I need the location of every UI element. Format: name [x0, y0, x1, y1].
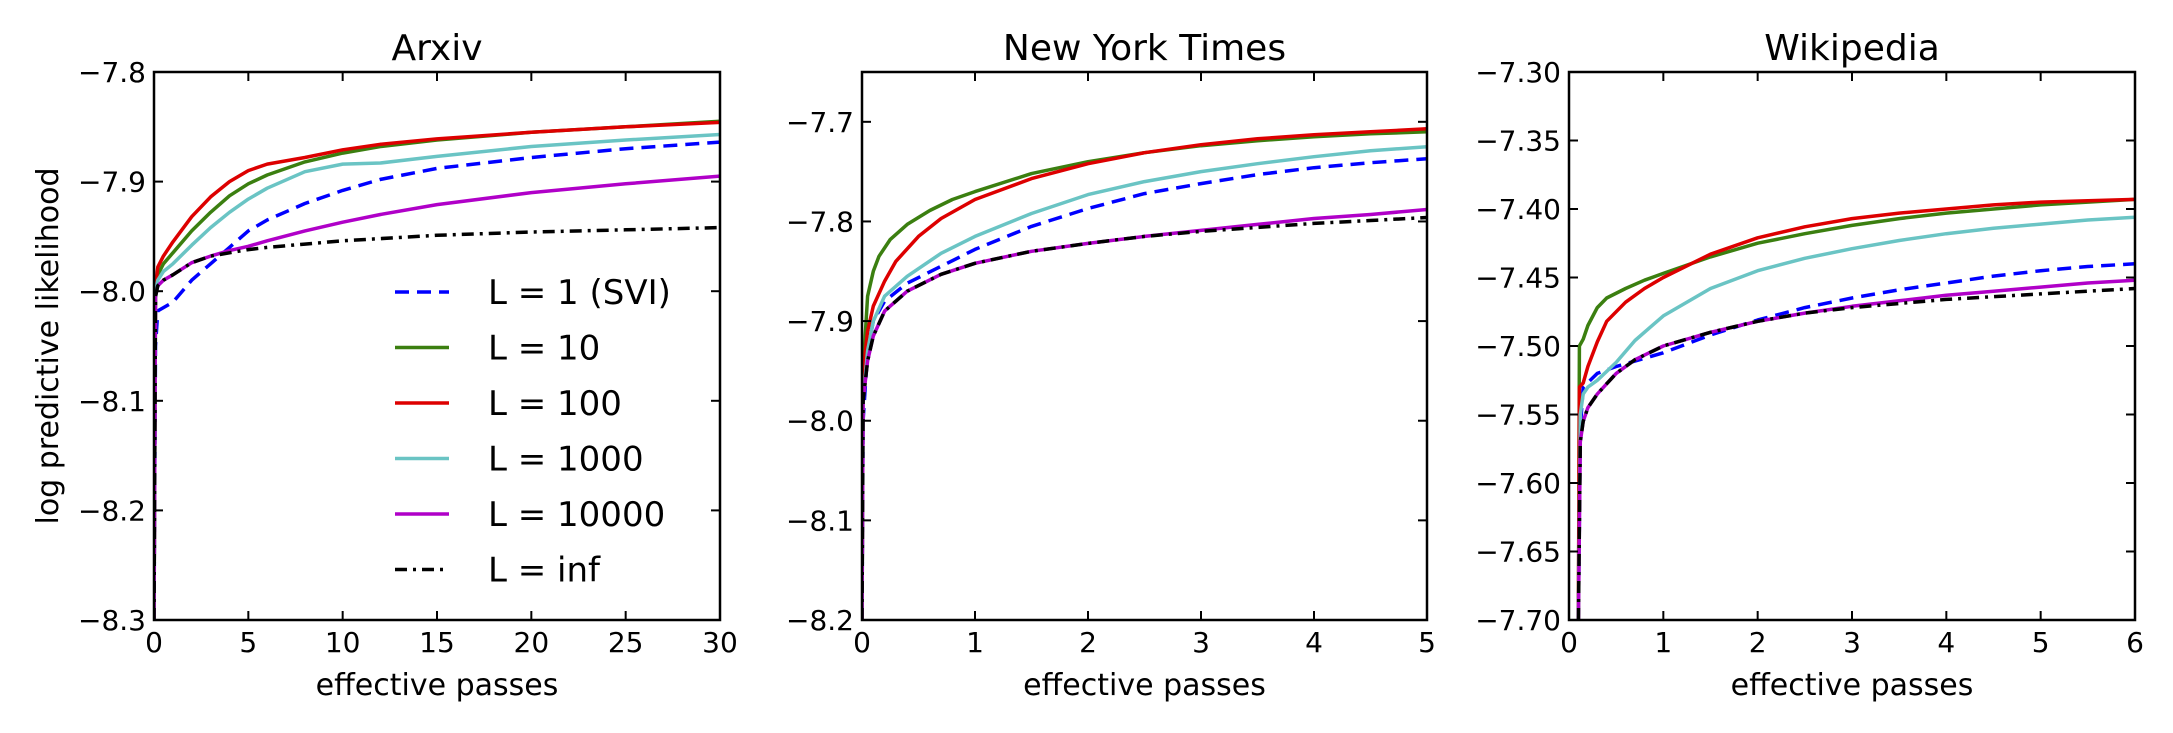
- x-tick-label: 0: [145, 626, 163, 659]
- panel-title: New York Times: [1003, 28, 1286, 69]
- y-tick-label: −8.1: [78, 385, 146, 418]
- series-line-2: [1576, 197, 2135, 620]
- x-tick-label: 3: [1192, 626, 1210, 659]
- legend-label-5: L = 10000: [488, 495, 665, 535]
- x-tick-label: 2: [1079, 626, 1097, 659]
- x-tick-label: 1: [966, 626, 984, 659]
- x-tick-label: 15: [419, 626, 455, 659]
- y-tick-label: −7.70: [1475, 604, 1561, 637]
- legend-label-1: L = 1 (SVI): [488, 273, 671, 313]
- series-line-6: [1576, 286, 2135, 620]
- x-axis-label: effective passes: [1023, 668, 1266, 703]
- panel-1: 0 5 10 15 20 25 30 −8.3 −8.2 −8.1 −8.0 −7.9 −7.8 Arxi…: [31, 28, 738, 703]
- legend: L = 1 (SVI) L = 10 L = 100 L = 1000 L = 1000…: [395, 273, 671, 591]
- x-tick-label: 2: [1749, 626, 1767, 659]
- y-tick-label: −7.50: [1475, 330, 1561, 363]
- y-tick-label: −8.1: [786, 504, 854, 537]
- y-tick-label: −7.35: [1475, 125, 1561, 158]
- series-line-4: [154, 132, 720, 620]
- legend-label-6: L = inf: [488, 551, 601, 591]
- y-tick-label: −7.55: [1475, 399, 1561, 432]
- plot-frame: [860, 70, 1429, 622]
- y-tick-label: −7.9: [786, 305, 854, 338]
- y-tick-label: −7.30: [1475, 56, 1561, 89]
- series-line-3: [1576, 197, 2135, 620]
- y-tick-label: −8.0: [78, 275, 146, 308]
- series-line-1: [1576, 262, 2135, 620]
- series-line-6: [154, 225, 720, 620]
- series-line-1: [862, 156, 1427, 620]
- x-tick-label: 3: [1843, 626, 1861, 659]
- y-tick-label: −8.0: [786, 405, 854, 438]
- x-axis-label: effective passes: [1731, 668, 1974, 703]
- x-tick-label: 6: [2126, 626, 2144, 659]
- legend-label-4: L = 1000: [488, 440, 644, 480]
- legend-label-3: L = 100: [488, 384, 622, 424]
- y-tick-label: −7.8: [78, 56, 146, 89]
- x-tick-label: 1: [1654, 626, 1672, 659]
- y-tick-label: −7.7: [786, 106, 854, 139]
- x-tick-label: 5: [2032, 626, 2050, 659]
- x-axis-label: effective passes: [316, 668, 559, 703]
- y-tick-label: −7.45: [1475, 262, 1561, 295]
- y-tick-label: −7.9: [78, 166, 146, 199]
- x-tick-label: 10: [325, 626, 361, 659]
- y-tick-label: −7.60: [1475, 467, 1561, 500]
- panel-3: 0 1 2 3 4 5 6 −7.70 −7.65 −7.60 −7.55 −7.50 −7.45 −7.…: [1475, 28, 2144, 703]
- y-tick-label: −8.2: [786, 604, 854, 637]
- x-tick-label: 0: [1560, 626, 1578, 659]
- x-tick-label: 25: [608, 626, 644, 659]
- panel-2: 0 1 2 3 4 5 −8.2 −8.1 −8.0 −7.9 −7.8 −7.7 New York T…: [786, 28, 1436, 703]
- x-tick-label: 30: [702, 626, 738, 659]
- series-line-5: [154, 174, 720, 620]
- panel-title: Arxiv: [391, 28, 482, 69]
- y-tick-label: −7.40: [1475, 193, 1561, 226]
- series-line-3: [154, 120, 720, 620]
- series-line-4: [862, 144, 1427, 620]
- x-tick-label: 20: [514, 626, 550, 659]
- x-tick-label: 5: [1418, 626, 1436, 659]
- series-line-6: [862, 215, 1427, 620]
- y-tick-label: −7.65: [1475, 536, 1561, 569]
- y-tick-label: −8.2: [78, 494, 146, 527]
- y-tick-label: −8.3: [78, 604, 146, 637]
- x-tick-label: 4: [1305, 626, 1323, 659]
- x-tick-label: 5: [239, 626, 257, 659]
- plot-frame: [1567, 70, 2137, 622]
- series-line-4: [1576, 215, 2135, 620]
- series-line-2: [154, 119, 720, 620]
- x-tick-label: 4: [1937, 626, 1955, 659]
- series-line-3: [862, 127, 1427, 620]
- series-line-5: [1576, 278, 2135, 620]
- panel-title: Wikipedia: [1764, 28, 1940, 69]
- y-axis-label: log predictive likelihood: [31, 167, 66, 524]
- series-line-2: [862, 130, 1427, 620]
- legend-label-2: L = 10: [488, 329, 600, 369]
- series-line-1: [154, 140, 720, 620]
- y-tick-label: −7.8: [786, 205, 854, 238]
- x-tick-label: 0: [853, 626, 871, 659]
